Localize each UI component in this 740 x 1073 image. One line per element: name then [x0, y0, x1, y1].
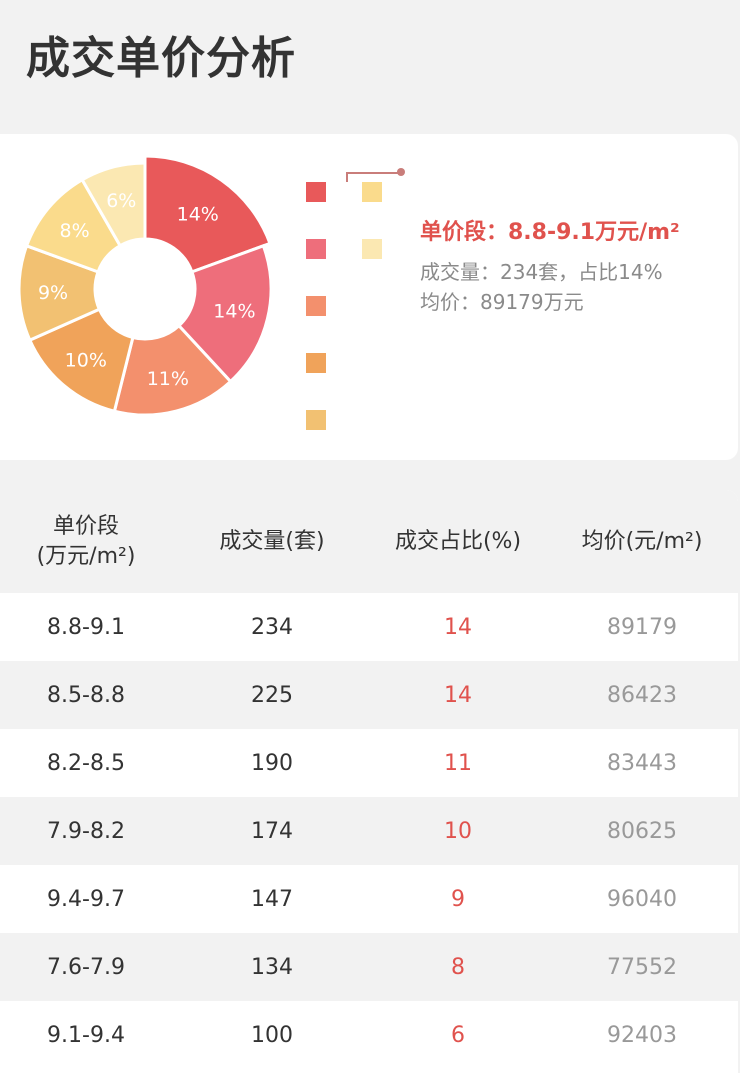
cell-price-range: 9.4-9.7 — [47, 886, 125, 912]
donut-slice[interactable] — [112, 323, 233, 417]
cell-share: 8 — [451, 954, 465, 980]
cell-price-range: 8.2-8.5 — [47, 750, 125, 776]
slice-label: 10% — [65, 349, 107, 371]
data-table: 单价段 (万元/m²) 成交量(套) 成交占比(%) 均价(元/m²) 8.8-… — [0, 490, 738, 1073]
chart-card: 14% 14% 11% 10% 9% 8% 6% 单价段：8.8-9.1万元/m² 成交量：… — [0, 134, 738, 460]
cell-share: 14 — [444, 682, 472, 708]
cell-share: 14 — [444, 614, 472, 640]
legend-swatch[interactable] — [306, 353, 326, 373]
legend-swatch[interactable] — [362, 182, 382, 202]
legend-swatch[interactable] — [306, 182, 326, 202]
donut-slice[interactable] — [143, 154, 272, 274]
cell-volume: 234 — [251, 614, 293, 640]
cell-volume: 134 — [251, 954, 293, 980]
cell-price-range: 7.6-7.9 — [47, 954, 125, 980]
tooltip-leader-line — [346, 172, 402, 182]
cell-avg-price: 89179 — [607, 614, 677, 640]
cell-price-range: 7.9-8.2 — [47, 818, 125, 844]
cell-avg-price: 77552 — [607, 954, 677, 980]
cell-price-range: 8.8-9.1 — [47, 614, 125, 640]
slice-label: 9% — [38, 282, 68, 304]
cell-avg-price: 86423 — [607, 682, 677, 708]
cell-volume: 225 — [251, 682, 293, 708]
tooltip-title: 单价段：8.8-9.1万元/m² — [420, 220, 680, 245]
cell-avg-price: 92403 — [607, 1022, 677, 1048]
donut-chart[interactable]: 14% 14% 11% 10% 9% 8% 6% — [0, 134, 300, 460]
cell-share: 10 — [444, 818, 472, 844]
table-row: 7.6-7.9 134 8 77552 — [0, 933, 738, 1001]
cell-share: 9 — [451, 886, 465, 912]
page-title: 成交单价分析 — [26, 33, 296, 84]
slice-label: 14% — [213, 301, 255, 323]
donut-slice[interactable] — [80, 161, 147, 248]
table-row: 7.9-8.2 174 10 80625 — [0, 797, 738, 865]
cell-price-range: 8.5-8.8 — [47, 682, 125, 708]
header-avg-price: 均价(元/m²) — [581, 528, 703, 554]
donut-slice[interactable] — [27, 307, 135, 414]
tooltip-volume: 成交量：234套，占比14% — [420, 260, 663, 284]
cell-avg-price: 83443 — [607, 750, 677, 776]
slice-label: 11% — [147, 368, 189, 390]
table-row: 9.4-9.7 147 9 96040 — [0, 865, 738, 933]
cell-avg-price: 80625 — [607, 818, 677, 844]
cell-share: 6 — [451, 1022, 465, 1048]
header-share: 成交占比(%) — [394, 528, 522, 554]
cell-volume: 100 — [251, 1022, 293, 1048]
table-header: 单价段 (万元/m²) 成交量(套) 成交占比(%) 均价(元/m²) — [0, 490, 738, 593]
slice-label: 14% — [177, 204, 219, 226]
header-volume: 成交量(套) — [219, 528, 325, 554]
cell-volume: 190 — [251, 750, 293, 776]
cell-share: 11 — [444, 750, 472, 776]
legend-swatch[interactable] — [306, 410, 326, 430]
legend-swatch[interactable] — [306, 296, 326, 316]
table-row: 8.5-8.8 225 14 86423 — [0, 661, 738, 729]
slice-label: 8% — [60, 220, 90, 242]
slice-label: 6% — [106, 190, 136, 212]
table-row: 8.8-9.1 234 14 89179 — [0, 593, 738, 661]
tooltip-avg-price: 均价：89179万元 — [420, 290, 584, 314]
donut-slice[interactable] — [176, 243, 273, 384]
legend-swatch[interactable] — [362, 239, 382, 259]
table-row: 9.1-9.4 100 6 92403 — [0, 1001, 738, 1069]
cell-volume: 174 — [251, 818, 293, 844]
header-price-range: 单价段 (万元/m²) — [36, 513, 136, 569]
cell-price-range: 9.1-9.4 — [47, 1022, 125, 1048]
tooltip-leader-dot — [397, 168, 405, 176]
table-row: 8.2-8.5 190 11 83443 — [0, 729, 738, 797]
legend-swatch[interactable] — [306, 239, 326, 259]
cell-volume: 147 — [251, 886, 293, 912]
cell-avg-price: 96040 — [607, 886, 677, 912]
